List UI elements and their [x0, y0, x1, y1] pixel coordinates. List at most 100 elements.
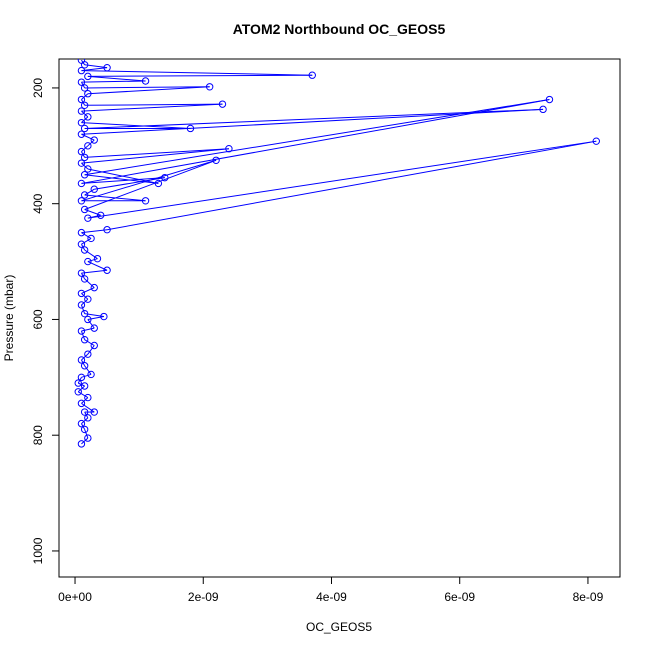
x-axis-label: OC_GEOS5: [306, 620, 372, 634]
data-point: [141, 197, 150, 205]
series-segment: [87, 214, 101, 219]
data-point: [77, 399, 86, 408]
data-point: [77, 118, 86, 127]
series-segment: [77, 391, 89, 399]
data-point: [77, 373, 86, 382]
data-point: [80, 336, 89, 344]
series-segment: [87, 345, 95, 355]
data-point: [77, 419, 86, 428]
data-point: [77, 301, 86, 309]
series-segment: [81, 67, 108, 72]
series-segment: [81, 298, 89, 306]
data-point: [77, 107, 86, 115]
data-point: [84, 113, 92, 121]
series-segment: [84, 365, 92, 375]
data-point: [80, 84, 89, 92]
data-point: [80, 275, 89, 283]
series-segment: [81, 232, 92, 239]
data-point: [96, 211, 105, 219]
series-segment: [80, 304, 86, 314]
data-point: [80, 153, 89, 162]
y-tick-label: 400: [31, 193, 45, 213]
data-point: [84, 142, 92, 150]
series-segment: [81, 110, 89, 118]
data-point: [212, 156, 220, 164]
series-segment: [84, 278, 95, 288]
series-segment: [87, 75, 146, 82]
series-segment: [81, 373, 92, 378]
series-segment: [81, 327, 95, 332]
data-point: [90, 341, 98, 350]
data-point: [93, 254, 102, 263]
data-point: [77, 66, 86, 75]
data-point: [154, 179, 163, 188]
data-point: [103, 266, 111, 274]
series-segment: [87, 258, 98, 263]
series-segment: [84, 148, 229, 158]
series-segment: [84, 99, 550, 176]
data-point: [87, 370, 95, 379]
data-point: [84, 393, 92, 402]
series-segment: [81, 402, 95, 413]
y-tick-label: 1000: [31, 537, 45, 564]
series-segment: [84, 108, 544, 129]
data-point: [77, 78, 86, 86]
data-point: [84, 434, 92, 442]
series-segment: [84, 339, 95, 346]
data-point: [80, 171, 89, 179]
x-tick-label: 8e-09: [573, 590, 604, 604]
data-point: [539, 105, 547, 114]
data-point: [77, 130, 86, 138]
data-point: [84, 214, 92, 222]
series-segment: [94, 177, 165, 190]
y-tick-label: 600: [31, 309, 45, 329]
y-axis-label: Pressure (mbar): [2, 275, 16, 362]
series-segment: [81, 269, 108, 274]
data-point: [90, 283, 98, 292]
data-point: [84, 165, 92, 173]
data-point: [225, 145, 233, 153]
data-point: [77, 95, 86, 104]
series-segment: [81, 70, 313, 76]
series-segment: [106, 140, 597, 231]
series-segment: [80, 330, 86, 340]
data-point: [186, 124, 195, 133]
series-segment: [81, 133, 95, 141]
series-segment: [87, 74, 313, 77]
data-point: [80, 382, 89, 390]
series-segment: [81, 353, 89, 361]
series-segment: [81, 80, 146, 83]
data-point: [84, 295, 92, 303]
y-axis: 200 400 600 800 1000: [31, 78, 60, 564]
series-segment: [81, 103, 223, 112]
series-segment: [81, 177, 165, 184]
x-tick-label: 0e+00: [58, 590, 92, 604]
data-point: [77, 228, 86, 237]
x-tick-label: 6e-09: [444, 590, 475, 604]
chart-title: ATOM2 Northbound OC_GEOS5: [233, 21, 446, 37]
series-segment: [87, 140, 597, 219]
series-segment: [81, 93, 89, 100]
series-segment: [87, 168, 159, 184]
series-segment: [81, 148, 229, 164]
series-segment: [81, 397, 89, 404]
data-point: [90, 408, 98, 416]
series-segment: [87, 139, 95, 147]
data-point: [84, 90, 92, 98]
series-segment: [87, 316, 104, 320]
data-point: [74, 388, 82, 396]
data-point: [84, 257, 92, 266]
data-point: [80, 425, 89, 434]
data-point: [74, 379, 82, 387]
data-point: [77, 289, 86, 298]
series-segment: [81, 59, 86, 66]
series-segment: [81, 116, 89, 124]
data-point: [80, 408, 89, 416]
series-segment: [84, 194, 146, 202]
data-point: [77, 240, 86, 248]
series-segment: [77, 385, 85, 393]
x-tick-label: 2e-09: [188, 590, 219, 604]
series-segment: [87, 319, 95, 329]
data-point: [161, 173, 169, 182]
data-point: [84, 72, 92, 81]
